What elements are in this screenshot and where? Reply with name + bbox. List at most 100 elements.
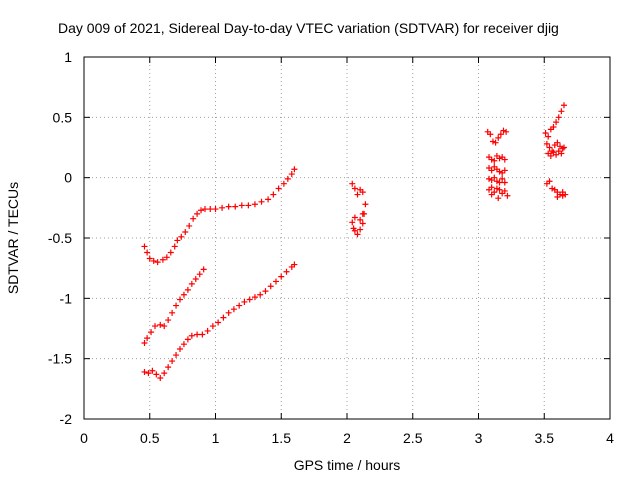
x-tick-label: 4 bbox=[606, 430, 614, 446]
x-tick-label: 2.5 bbox=[403, 430, 423, 446]
data-point bbox=[159, 256, 166, 263]
x-tick-label: 1 bbox=[212, 430, 220, 446]
data-point bbox=[547, 152, 554, 159]
data-point bbox=[555, 114, 562, 121]
data-point bbox=[543, 140, 550, 147]
data-point bbox=[559, 189, 566, 196]
x-tick-label: 2 bbox=[343, 430, 351, 446]
data-point bbox=[215, 319, 222, 326]
y-tick-label: -1 bbox=[60, 290, 73, 306]
data-point bbox=[209, 323, 216, 330]
y-tick-label: -2 bbox=[60, 411, 73, 427]
data-point bbox=[241, 298, 248, 305]
data-point bbox=[161, 370, 168, 377]
data-point bbox=[173, 302, 180, 309]
data-point bbox=[357, 226, 364, 233]
data-point bbox=[212, 206, 219, 213]
data-point bbox=[204, 327, 211, 334]
data-point bbox=[145, 370, 152, 377]
y-axis-label: SDTVAR / TECUs bbox=[5, 182, 21, 294]
data-point bbox=[357, 216, 364, 223]
y-tick-label: 1 bbox=[64, 49, 72, 65]
data-point bbox=[549, 148, 556, 155]
data-point bbox=[496, 186, 503, 193]
data-point bbox=[288, 171, 295, 178]
data-points bbox=[141, 102, 569, 381]
data-point bbox=[200, 266, 207, 273]
data-point bbox=[141, 368, 148, 375]
data-point bbox=[152, 323, 159, 330]
data-point bbox=[493, 178, 500, 185]
x-axis-label: GPS time / hours bbox=[294, 457, 401, 473]
data-point bbox=[496, 155, 503, 162]
data-point bbox=[492, 139, 499, 146]
data-point bbox=[190, 215, 197, 222]
data-point bbox=[141, 339, 148, 346]
data-point bbox=[495, 195, 502, 202]
data-point bbox=[559, 145, 566, 152]
data-point bbox=[182, 228, 189, 235]
data-point bbox=[558, 150, 565, 157]
data-point bbox=[194, 331, 201, 338]
y-tick-label: -0.5 bbox=[48, 230, 72, 246]
data-point bbox=[174, 237, 181, 244]
data-point bbox=[176, 346, 183, 353]
data-point bbox=[487, 131, 494, 138]
data-point bbox=[251, 201, 258, 208]
data-point bbox=[157, 321, 164, 328]
data-point bbox=[546, 144, 553, 151]
x-tick-label: 0 bbox=[80, 430, 88, 446]
data-point bbox=[236, 302, 243, 309]
data-point bbox=[141, 243, 148, 250]
data-point bbox=[488, 156, 495, 163]
data-point bbox=[184, 336, 191, 343]
data-point bbox=[150, 257, 157, 264]
data-point bbox=[267, 283, 274, 290]
data-point bbox=[553, 151, 560, 158]
data-point bbox=[184, 286, 191, 293]
data-point bbox=[265, 196, 272, 203]
data-point bbox=[496, 179, 503, 186]
x-tick-label: 0.5 bbox=[140, 430, 160, 446]
data-point bbox=[291, 261, 298, 268]
data-point bbox=[149, 367, 156, 374]
data-series bbox=[141, 266, 207, 346]
data-point bbox=[146, 255, 153, 262]
data-series bbox=[141, 166, 298, 266]
data-point bbox=[186, 222, 193, 229]
data-series bbox=[141, 261, 298, 381]
data-point bbox=[359, 220, 366, 227]
data-series bbox=[484, 127, 511, 202]
data-point bbox=[246, 296, 253, 303]
data-point bbox=[501, 187, 508, 194]
data-point bbox=[488, 184, 495, 191]
data-point bbox=[225, 309, 232, 316]
data-point bbox=[488, 167, 495, 174]
axis-ticks: 0 0.5 1 1.5 2 2.5 3 3.5 4 -2 -1.5 -1 -0.5 0 0.5 1 bbox=[48, 49, 614, 446]
data-point bbox=[491, 157, 498, 164]
data-point bbox=[245, 202, 252, 209]
data-point bbox=[180, 291, 187, 298]
data-point bbox=[350, 225, 357, 232]
data-point bbox=[354, 231, 361, 238]
data-point bbox=[491, 174, 498, 181]
data-series bbox=[349, 180, 369, 238]
data-point bbox=[230, 306, 237, 313]
data-point bbox=[549, 185, 556, 192]
chart-title: Day 009 of 2021, Sidereal Day-to-day VTE… bbox=[58, 20, 559, 36]
data-point bbox=[488, 191, 495, 198]
data-point bbox=[486, 175, 493, 182]
data-point bbox=[154, 259, 161, 266]
data-point bbox=[553, 119, 560, 126]
data-point bbox=[501, 167, 508, 174]
data-point bbox=[169, 309, 176, 316]
data-point bbox=[238, 202, 245, 209]
data-point bbox=[493, 185, 500, 192]
data-point bbox=[351, 185, 358, 192]
data-point bbox=[361, 210, 368, 217]
data-point bbox=[554, 139, 561, 146]
data-point bbox=[284, 175, 291, 182]
data-point bbox=[558, 108, 565, 115]
x-tick-label: 1.5 bbox=[272, 430, 292, 446]
